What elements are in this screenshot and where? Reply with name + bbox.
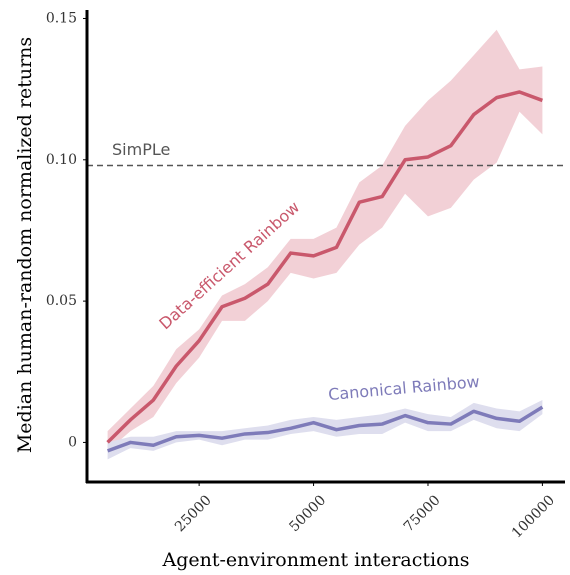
confidence-band (107, 400, 543, 460)
y-tick-label: 0.10 (46, 152, 77, 168)
confidence-band (107, 29, 543, 451)
series-line (106, 405, 544, 453)
y-axis-label: Median human-random normalized returns (14, 37, 36, 453)
reference-label: SimPLe (112, 140, 170, 159)
y-tick-label: 0 (68, 434, 77, 450)
x-axis-label: Agent-environment interactions (161, 549, 469, 571)
y-tick-label: 0.15 (46, 10, 77, 26)
x-tick-label: 50000 (286, 492, 329, 535)
x-tick-label: 25000 (172, 492, 215, 535)
series-line (106, 90, 544, 444)
x-tick-label: 100000 (509, 492, 558, 541)
x-tick-label: 75000 (401, 492, 444, 535)
plot-area (87, 29, 563, 460)
y-tick-label: 0.05 (46, 293, 77, 309)
series-label: Canonical Rainbow (327, 372, 480, 404)
